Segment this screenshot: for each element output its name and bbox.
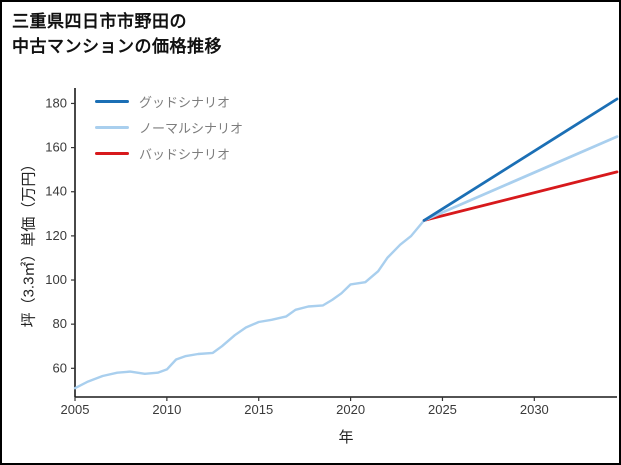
- legend-line-swatch: [95, 125, 129, 129]
- y-tick-label: 60: [53, 360, 67, 375]
- series-line-normal-scenario: [422, 135, 619, 222]
- x-tick-label: 2030: [520, 402, 549, 417]
- legend-label: グッドシナリオ: [139, 94, 231, 110]
- x-tick-label: 2015: [244, 402, 273, 417]
- x-tick-label: 2005: [61, 402, 90, 417]
- chart-legend: グッドシナリオ ノーマルシナリオ バッドシナリオ: [95, 92, 243, 162]
- y-tick-label: 160: [45, 140, 67, 155]
- legend-line-swatch: [95, 151, 129, 155]
- y-tick-label: 80: [53, 316, 67, 331]
- series-line-price-history: [73, 219, 426, 390]
- x-tick-label: 2025: [428, 402, 457, 417]
- legend-item-normal-scenario: ノーマルシナリオ: [95, 118, 243, 136]
- series-line-bad-scenario: [422, 170, 619, 222]
- y-tick-label: 180: [45, 95, 67, 110]
- y-tick-label: 120: [45, 228, 67, 243]
- chart-title-line2: 中古マンションの価格推移: [12, 36, 222, 56]
- legend-line-swatch: [95, 99, 129, 103]
- chart-title: 三重県四日市市野田の 中古マンションの価格推移: [12, 10, 222, 59]
- legend-item-good-scenario: グッドシナリオ: [95, 92, 243, 110]
- y-axis-label: 坪（3.3㎡）単価（万円）: [20, 156, 38, 328]
- x-tick-label: 2020: [336, 402, 365, 417]
- legend-label: ノーマルシナリオ: [139, 120, 244, 136]
- chart-title-line1: 三重県四日市市野田の: [12, 12, 187, 31]
- x-tick-label: 2010: [152, 402, 181, 417]
- y-tick-label: 100: [45, 272, 67, 287]
- x-axis-label: 年: [338, 429, 354, 446]
- series-line-good-scenario: [422, 97, 619, 222]
- legend-item-bad-scenario: バッドシナリオ: [95, 144, 243, 162]
- y-tick-label: 140: [45, 184, 67, 199]
- legend-label: バッドシナリオ: [139, 146, 231, 162]
